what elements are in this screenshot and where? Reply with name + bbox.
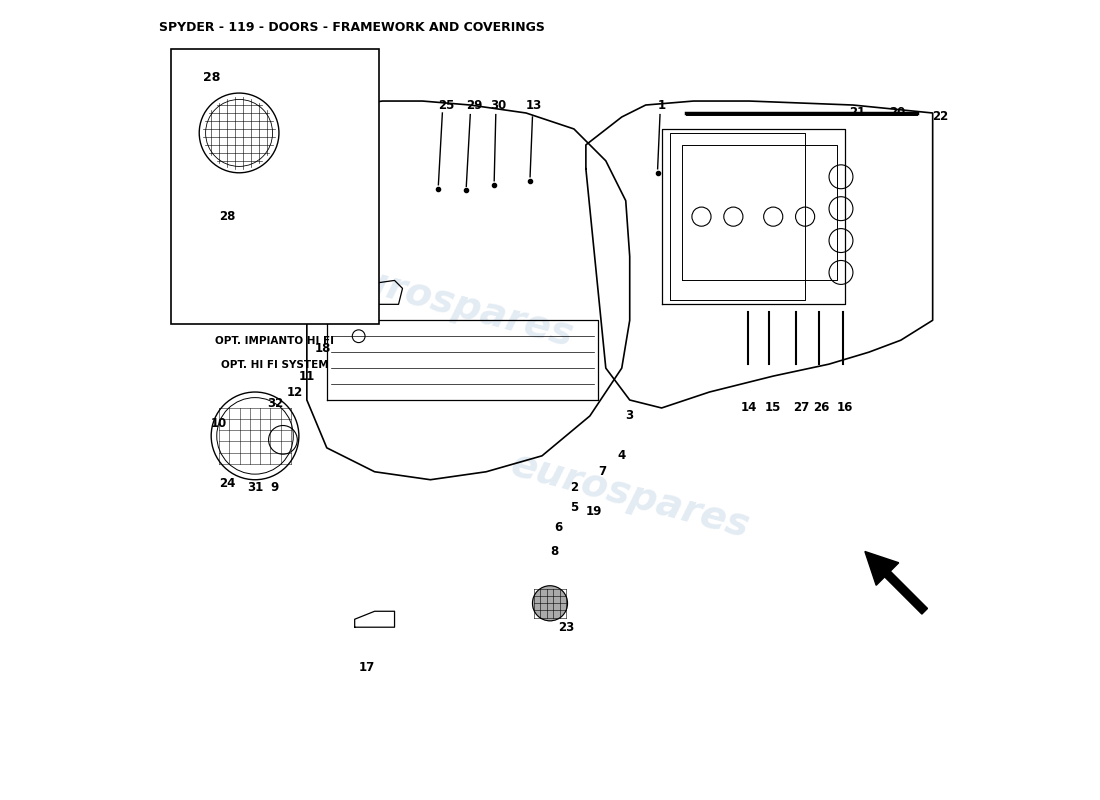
Text: OPT. HI FI SYSTEM: OPT. HI FI SYSTEM [221, 360, 329, 370]
Text: SPYDER - 119 - DOORS - FRAMEWORK AND COVERINGS: SPYDER - 119 - DOORS - FRAMEWORK AND COV… [160, 22, 546, 34]
Text: eurospares: eurospares [331, 254, 578, 354]
Text: 5: 5 [570, 501, 578, 514]
FancyArrow shape [865, 551, 927, 614]
FancyBboxPatch shape [172, 50, 378, 324]
Text: 28: 28 [219, 210, 235, 223]
Text: 1: 1 [658, 98, 666, 111]
Text: 31: 31 [246, 481, 263, 494]
Text: 18: 18 [315, 342, 331, 354]
Text: 15: 15 [764, 402, 781, 414]
Text: 14: 14 [741, 402, 758, 414]
Text: 28: 28 [204, 71, 221, 84]
Text: 3: 3 [626, 410, 634, 422]
Text: 29: 29 [466, 98, 483, 111]
Text: 6: 6 [553, 521, 562, 534]
Text: 26: 26 [813, 402, 829, 414]
Text: 9: 9 [271, 481, 279, 494]
Text: eurospares: eurospares [506, 446, 754, 546]
Text: 17: 17 [359, 661, 375, 674]
Text: 32: 32 [267, 398, 283, 410]
Text: 22: 22 [933, 110, 949, 123]
Text: 30: 30 [491, 98, 506, 111]
Text: 16: 16 [837, 402, 854, 414]
Circle shape [532, 586, 568, 621]
Text: 7: 7 [597, 466, 606, 478]
Text: 23: 23 [558, 621, 574, 634]
Text: 10: 10 [211, 418, 228, 430]
Text: 21: 21 [849, 106, 865, 119]
Text: 24: 24 [219, 478, 235, 490]
Text: 13: 13 [526, 98, 542, 111]
Text: 12: 12 [287, 386, 303, 398]
Text: 27: 27 [793, 402, 810, 414]
Text: 2: 2 [570, 481, 578, 494]
Text: 20: 20 [889, 106, 905, 119]
Text: 8: 8 [550, 545, 558, 558]
Text: 25: 25 [438, 98, 454, 111]
Text: OPT. IMPIANTO HI FI: OPT. IMPIANTO HI FI [216, 336, 334, 346]
Text: 4: 4 [617, 450, 626, 462]
Text: 11: 11 [299, 370, 315, 382]
Text: 19: 19 [585, 505, 602, 518]
